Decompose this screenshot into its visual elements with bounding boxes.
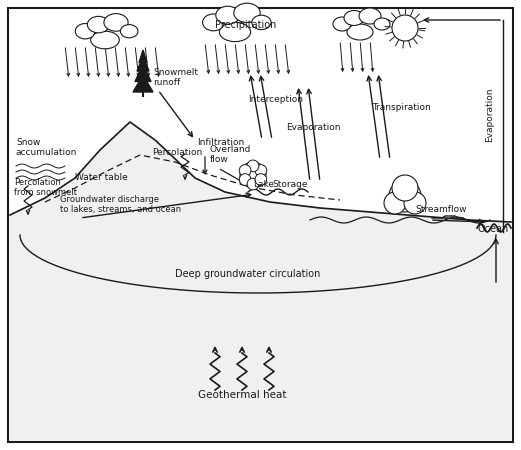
Polygon shape — [139, 50, 147, 63]
Circle shape — [239, 165, 251, 176]
Text: Percolation: Percolation — [152, 148, 202, 157]
Text: Percolation
from snowmelt: Percolation from snowmelt — [14, 178, 77, 197]
Ellipse shape — [374, 18, 390, 30]
Ellipse shape — [216, 6, 240, 24]
Ellipse shape — [234, 3, 260, 22]
Text: Snowmelt
runoff: Snowmelt runoff — [153, 68, 198, 87]
Circle shape — [255, 165, 267, 176]
Text: Water table: Water table — [75, 173, 128, 182]
Circle shape — [255, 174, 267, 185]
Polygon shape — [133, 75, 153, 92]
Ellipse shape — [104, 14, 128, 31]
Text: Infiltration: Infiltration — [197, 138, 244, 147]
Ellipse shape — [91, 31, 119, 49]
Ellipse shape — [120, 25, 138, 38]
Polygon shape — [137, 56, 149, 71]
Text: Transpiration: Transpiration — [372, 103, 431, 112]
Text: Groundwater discharge
to lakes, streams, and ocean: Groundwater discharge to lakes, streams,… — [60, 194, 181, 214]
Text: Snow
accumulation: Snow accumulation — [16, 138, 78, 157]
Text: Precipitation: Precipitation — [215, 20, 276, 30]
Circle shape — [240, 162, 266, 188]
Text: Lake: Lake — [253, 180, 274, 189]
Circle shape — [247, 178, 259, 190]
Ellipse shape — [344, 10, 364, 26]
Ellipse shape — [203, 14, 224, 31]
Text: Storage: Storage — [272, 180, 307, 189]
Circle shape — [404, 192, 426, 214]
Circle shape — [247, 160, 259, 172]
Text: Interception: Interception — [248, 95, 303, 104]
Circle shape — [384, 192, 406, 214]
Circle shape — [392, 15, 418, 41]
Ellipse shape — [333, 17, 351, 31]
Ellipse shape — [359, 8, 381, 24]
Polygon shape — [135, 65, 151, 81]
Text: Deep groundwater circulation: Deep groundwater circulation — [175, 269, 320, 279]
Text: Ocean: Ocean — [477, 224, 508, 234]
Text: Evaporation: Evaporation — [286, 123, 341, 132]
Circle shape — [239, 174, 251, 185]
Text: Geothermal heat: Geothermal heat — [198, 390, 286, 400]
Ellipse shape — [76, 23, 95, 39]
Circle shape — [389, 180, 421, 212]
Ellipse shape — [252, 15, 271, 30]
Polygon shape — [10, 122, 511, 440]
Ellipse shape — [347, 24, 373, 40]
Text: Streamflow: Streamflow — [415, 205, 466, 214]
Circle shape — [392, 175, 418, 201]
Ellipse shape — [88, 16, 109, 33]
Text: Evaporation: Evaporation — [486, 88, 494, 142]
Text: Overland
flow: Overland flow — [210, 144, 251, 164]
Ellipse shape — [219, 22, 251, 41]
